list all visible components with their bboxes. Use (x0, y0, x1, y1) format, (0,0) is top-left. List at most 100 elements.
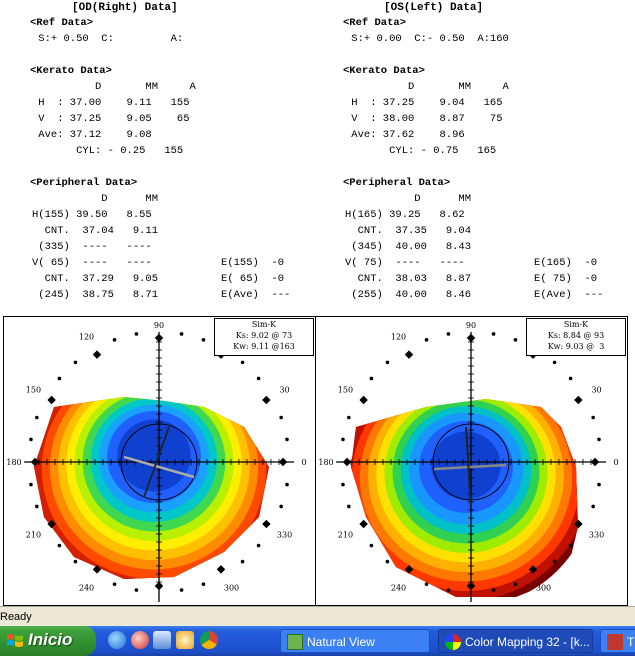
od-simk-ks: Ks: 9.02 @ 73 (235, 331, 293, 340)
diamond-marker (262, 519, 271, 529)
periphery-dot (35, 504, 39, 509)
data-line: (245) 38.75 8.71 E(Ave) --- (32, 289, 291, 301)
data-line: CYL: - 0.75 165 (345, 145, 497, 157)
periphery-dot (446, 332, 451, 336)
start-label: Inicio (28, 630, 73, 649)
data-line: H : 37.25 9.04 165 (345, 97, 503, 109)
degree-label: 120 (79, 332, 94, 341)
periphery-dot (491, 332, 496, 336)
task-tc[interactable]: TC (600, 629, 635, 653)
periphery-dot (179, 332, 184, 336)
task-label: Natural View (307, 635, 375, 649)
section-heading: <Kerato Data> (30, 65, 112, 77)
internet-explorer-icon[interactable] (108, 631, 126, 649)
diamond-marker (466, 581, 476, 591)
periphery-dot (385, 360, 390, 365)
data-line: CNT. 37.35 9.04 (345, 225, 472, 237)
media-player-icon[interactable] (131, 631, 149, 649)
periphery-dot (491, 588, 496, 592)
diamond-marker (262, 395, 271, 405)
periphery-dot (134, 332, 139, 336)
od-simk-box: Sim-K Ks: 9.02 @ 73 Kw: 9.11 @163 (214, 318, 314, 356)
periphery-dot (597, 437, 601, 442)
task-natural-view[interactable]: Natural View (280, 629, 430, 653)
data-line: S:+ 0.00 C:- 0.50 A:160 (345, 33, 509, 45)
clock-icon[interactable] (176, 631, 194, 649)
periphery-dot (134, 588, 139, 592)
data-line: (255) 40.00 8.46 E(Ave) --- (345, 289, 604, 301)
diamond-marker (404, 350, 414, 359)
diamond-marker (404, 565, 414, 574)
data-line: V : 37.25 9.05 65 (32, 113, 190, 125)
periphery-dot (385, 559, 390, 564)
degree-label: 180 (6, 458, 21, 467)
periphery-dot (369, 543, 374, 548)
periphery-dot (256, 543, 261, 548)
diamond-marker (359, 395, 368, 405)
degree-label: 330 (589, 531, 604, 540)
diamond-marker (466, 333, 476, 343)
periphery-dot (513, 338, 518, 342)
task-label: Color Mapping 32 - [k... (465, 635, 590, 649)
color-mapping-icon (445, 634, 461, 650)
color-ring (117, 419, 191, 492)
windows-taskbar: Inicio Natural View Color Mapping 32 - [… (0, 626, 635, 656)
periphery-dot (341, 482, 345, 487)
data-line: H : 37.00 9.11 155 (32, 97, 190, 109)
od-title: [OD(Right) Data] (72, 2, 178, 14)
flat-meridian-line (433, 463, 507, 471)
data-line: D MM A (32, 81, 196, 93)
section-heading: <Ref Data> (343, 17, 407, 29)
data-line: CNT. 37.04 9.11 (32, 225, 159, 237)
periphery-dot (256, 376, 261, 381)
periphery-dot (112, 582, 117, 586)
periphery-dot (424, 338, 429, 342)
periphery-dot (552, 559, 557, 564)
color-rings (351, 399, 578, 597)
periphery-dot (57, 543, 62, 548)
degree-label: 180 (318, 458, 333, 467)
outlook-icon[interactable] (153, 631, 171, 649)
task-color-mapping[interactable]: Color Mapping 32 - [k... (438, 629, 593, 653)
od-simk-title: Sim-K (251, 320, 277, 329)
od-simk-kw: Kw: 9.11 @163 (233, 342, 295, 351)
data-line: (335) ---- ---- (32, 241, 152, 253)
periphery-dot (552, 360, 557, 365)
os-map-svg: 90 120 150 180 210 240 300 330 0 30 (318, 321, 619, 602)
start-button[interactable]: Inicio (0, 626, 96, 656)
periphery-dot (73, 559, 78, 564)
diamond-marker (216, 565, 226, 574)
periphery-dot (591, 415, 595, 420)
status-bar: Ready (0, 606, 635, 627)
degree-label: 240 (79, 584, 94, 593)
periphery-dot (179, 588, 184, 592)
os-title: [OS(Left) Data] (384, 2, 484, 14)
periphery-dot (112, 338, 117, 342)
diamond-marker (342, 457, 352, 467)
degree-label: 90 (154, 321, 164, 330)
os-data-panel: [OS(Left) Data] <Ref Data> S:+ 0.00 C:- … (318, 0, 635, 316)
os-topography-map[interactable]: 90 120 150 180 210 240 300 330 0 30 Sim-K Ks: 8.8… (315, 316, 628, 606)
degree-label: 210 (26, 531, 41, 540)
od-topography-map[interactable]: 90 120 150 180 210 240 300 330 0 30 Sim-K Ks: 9.0… (3, 316, 316, 606)
periphery-dot (240, 360, 245, 365)
os-simk-kw: Kw: 9.03 @ 3 (547, 342, 605, 351)
degree-label: 300 (224, 584, 239, 593)
degree-label: 210 (338, 531, 353, 540)
degree-label: 150 (338, 386, 353, 395)
data-line: CNT. 37.29 9.05 E( 65) -0 (32, 273, 285, 285)
steep-meridian-line (465, 426, 472, 508)
periphery-dot (446, 588, 451, 592)
data-line: CYL: - 0.25 155 (32, 145, 184, 157)
section-heading: <Peripheral Data> (343, 177, 451, 189)
data-line: H(155) 39.50 8.55 (32, 209, 152, 221)
periphery-dot (347, 504, 351, 509)
degree-label: 90 (466, 321, 476, 330)
chrome-icon[interactable] (200, 631, 218, 649)
od-data-panel: [OD(Right) Data] <Ref Data> S:+ 0.50 C: … (0, 0, 318, 316)
section-heading: <Ref Data> (30, 17, 94, 29)
os-simk-title: Sim-K (563, 320, 589, 329)
data-line: V( 65) ---- ---- E(155) -0 (32, 257, 285, 269)
degree-label: 30 (591, 386, 601, 395)
os-simk-box: Sim-K Ks: 8.84 @ 93 Kw: 9.03 @ 3 (526, 318, 626, 356)
